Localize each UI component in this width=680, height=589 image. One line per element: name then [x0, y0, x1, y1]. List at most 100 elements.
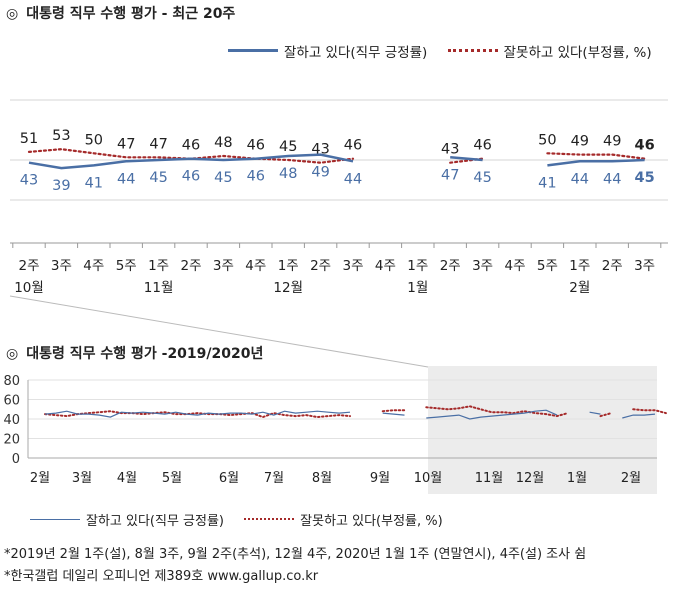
approve-data-label: 44 [344, 171, 362, 187]
disapprove-data-label: 50 [85, 132, 103, 148]
circle-bullet-icon: ◎ [6, 346, 19, 362]
disapprove-data-label: 46 [473, 138, 491, 154]
disapprove-data-label: 46 [635, 138, 655, 154]
chart1-heading: ◎ 대통령 직무 수행 평가 - 최근 20주 [6, 3, 235, 23]
x-month-label: 7월 [264, 471, 284, 486]
disapprove-data-label: 43 [441, 142, 459, 158]
x-month-label: 1월 [567, 471, 587, 486]
legend-disapprove: 잘못하고 있다(부정률, %) [244, 510, 443, 529]
x-tick-label: 1주 [569, 258, 590, 274]
approve-series-line [547, 158, 645, 167]
approve-series-line [382, 412, 405, 416]
approve-series-line [426, 409, 558, 420]
disapprove-data-label: 45 [279, 139, 297, 155]
approve-data-label: 47 [441, 167, 459, 183]
x-tick-label: 1주 [148, 258, 169, 274]
x-tick-label: 3주 [213, 258, 234, 274]
x-month-label: 2월 [30, 471, 50, 486]
disapprove-series-line [546, 152, 646, 160]
x-tick-label: 4주 [375, 258, 396, 274]
chart2-legend: 잘하고 있다(직무 긍정률) 잘못하고 있다(부정률, %) [30, 509, 459, 529]
disapprove-data-label: 48 [214, 135, 232, 151]
recent-period-highlight [428, 366, 657, 494]
approve-data-label: 45 [214, 170, 232, 186]
disapprove-data-label: 49 [603, 134, 621, 150]
chart2-heading: ◎ 대통령 직무 수행 평가 -2019/2020년 [6, 343, 263, 363]
approve-line-swatch [228, 49, 278, 52]
x-tick-label: 5주 [537, 258, 558, 274]
disapprove-series-line [599, 412, 613, 418]
month-label: 2월 [569, 280, 590, 296]
x-month-label: 3월 [72, 471, 92, 486]
approve-series-line [28, 153, 354, 170]
chart1-title: 대통령 직무 수행 평가 - 최근 20주 [26, 6, 236, 22]
x-month-label: 11월 [475, 471, 504, 486]
approve-data-label: 46 [182, 169, 200, 185]
approve-data-label: 49 [311, 165, 329, 181]
y-tick-label: 60 [3, 394, 20, 409]
disapprove-data-label: 43 [311, 142, 329, 158]
x-tick-label: 1주 [407, 258, 428, 274]
disapprove-series-line [632, 408, 667, 415]
approve-data-label: 44 [117, 171, 135, 187]
approve-series-line [622, 413, 656, 419]
disapprove-data-label: 51 [20, 131, 38, 147]
disapprove-series-line [44, 410, 351, 419]
approve-series-line [44, 410, 351, 418]
chart2-svg: 0 20 40 60 80 2월 3월 4월 5월 6월 7월 8월 9월 10월 11월 12월 1월 2월 [3, 366, 667, 494]
x-tick-label: 2주 [440, 258, 461, 274]
x-tick-label: 3주 [634, 258, 655, 274]
approve-data-label: 45 [635, 170, 655, 186]
disapprove-data-label: 50 [538, 132, 556, 148]
x-tick-label: 2주 [180, 258, 201, 274]
approve-data-label: 41 [538, 175, 556, 191]
disapprove-data-label: 49 [571, 134, 589, 150]
approve-data-label: 43 [20, 173, 38, 189]
legend-approve: 잘하고 있다(직무 긍정률) [228, 41, 427, 61]
approve-data-label: 44 [571, 171, 589, 187]
disapprove-data-label: 47 [117, 136, 135, 152]
disapprove-data-label: 53 [52, 128, 70, 144]
footnote-skipped-weeks: *2019년 2월 1주(설), 8월 3주, 9월 2주(추석), 12월 4… [4, 547, 587, 562]
x-tick-label: 3주 [342, 258, 363, 274]
x-month-label: 10월 [414, 471, 443, 486]
legend-approve-label: 잘하고 있다(직무 긍정률) [284, 44, 428, 61]
x-tick-label: 2주 [18, 258, 39, 274]
x-tick-label: 5주 [116, 258, 137, 274]
x-tick-label: 4주 [504, 258, 525, 274]
disapprove-data-label: 47 [149, 136, 167, 152]
x-tick-label: 2주 [310, 258, 331, 274]
x-tick-label: 4주 [245, 258, 266, 274]
month-label: 1월 [407, 280, 428, 296]
approve-data-label: 45 [473, 170, 491, 186]
x-tick-label: 2주 [602, 258, 623, 274]
footnote-source: *한국갤럽 데일리 오피니언 제389호 www.gallup.co.kr [4, 569, 319, 584]
chart2-title: 대통령 직무 수행 평가 -2019/2020년 [26, 346, 264, 362]
x-tick-label: 3주 [472, 258, 493, 274]
approve-data-label: 48 [279, 166, 297, 182]
approve-series-line [450, 156, 483, 162]
approve-data-label: 46 [247, 169, 265, 185]
disapprove-data-label: 46 [247, 138, 265, 154]
chart1-svg: 51 53 50 47 47 46 48 46 45 43 46 43 46 50 49 49 46 43 39 41… [10, 99, 668, 296]
y-tick-label: 0 [12, 452, 20, 467]
legend-approve-label: 잘하고 있다(직무 긍정률) [86, 514, 225, 529]
legend-disapprove-label: 잘못하고 있다(부정률, %) [503, 44, 652, 61]
circle-bullet-icon: ◎ [6, 6, 19, 22]
y-tick-label: 80 [3, 374, 20, 389]
x-month-label: 8월 [312, 471, 332, 486]
disapprove-data-label: 46 [182, 138, 200, 154]
legend-disapprove-label: 잘못하고 있다(부정률, %) [300, 513, 443, 529]
x-month-label: 12월 [516, 471, 545, 486]
x-tick-label: 1주 [278, 258, 299, 274]
legend-disapprove: 잘못하고 있다(부정률, %) [447, 41, 652, 61]
month-label: 10월 [14, 280, 44, 296]
disapprove-series-line [425, 405, 569, 418]
x-month-label: 6월 [219, 471, 239, 486]
disapprove-line-swatch [244, 518, 295, 520]
approve-data-label: 41 [85, 175, 103, 191]
approve-data-label: 44 [603, 171, 621, 187]
disapprove-series-line [381, 409, 406, 413]
x-tick-label: 3주 [51, 258, 72, 274]
x-month-label: 5월 [162, 471, 182, 486]
